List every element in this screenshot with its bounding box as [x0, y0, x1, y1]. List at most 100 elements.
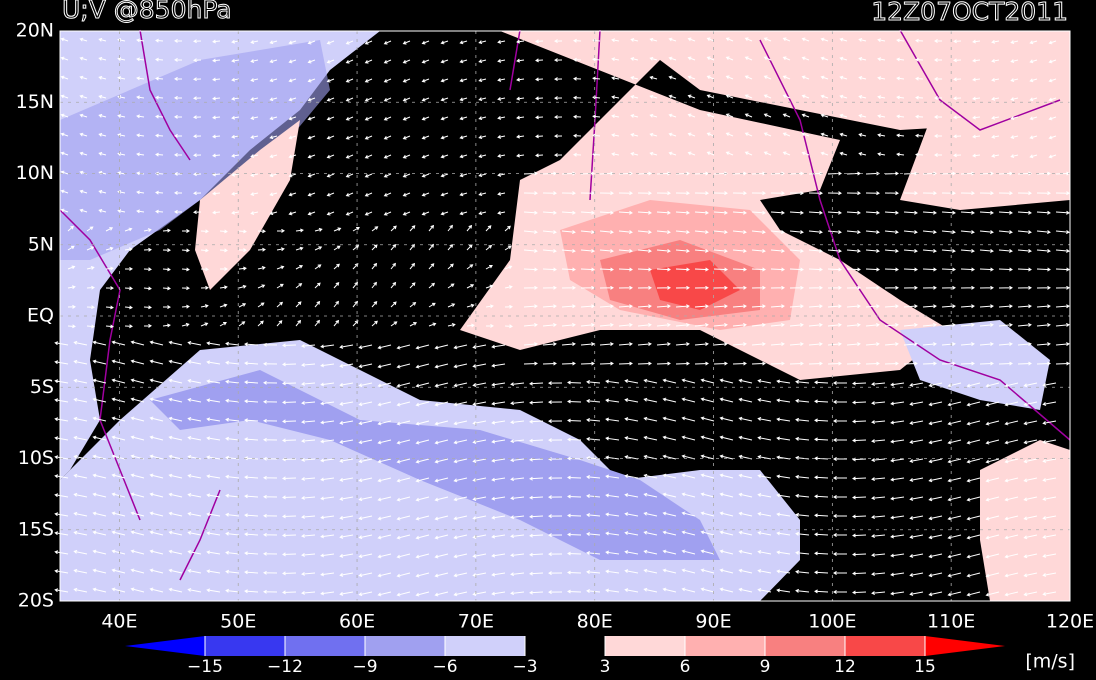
wind-arrow	[529, 495, 544, 500]
wind-arrow	[586, 475, 601, 479]
colorbar-segment	[605, 636, 685, 656]
wind-arrow	[73, 549, 88, 555]
wind-arrow	[92, 511, 107, 517]
wind-arrow	[966, 591, 981, 597]
wind-arrow	[833, 570, 848, 575]
wind-arrow	[903, 342, 918, 347]
wind-arrow	[1042, 439, 1057, 444]
wind-arrow	[459, 135, 468, 140]
wind-arrow	[111, 568, 126, 574]
wind-arrow	[105, 227, 114, 232]
wind-arrow	[909, 401, 924, 406]
wind-arrow	[54, 588, 69, 593]
wind-arrow	[478, 192, 487, 197]
wind-arrow	[611, 133, 620, 138]
wind-arrow	[941, 342, 956, 347]
wind-arrow	[624, 417, 639, 422]
wind-arrow	[421, 59, 430, 64]
wind-arrow	[383, 211, 392, 216]
wind-arrow	[580, 304, 595, 309]
wind-arrow	[225, 569, 240, 574]
wind-arrow	[991, 153, 1000, 158]
wind-arrow	[86, 285, 95, 290]
wind-arrow	[675, 210, 690, 215]
wind-arrow	[472, 458, 487, 463]
wind-arrow	[1036, 191, 1051, 196]
wind-arrow	[244, 532, 259, 537]
wind-arrow	[358, 534, 373, 540]
wind-arrow	[656, 248, 671, 253]
wind-arrow	[649, 113, 658, 118]
wind-arrow	[960, 191, 975, 196]
wind-arrow	[187, 530, 202, 536]
wind-arrow	[1042, 401, 1057, 406]
wind-arrow	[858, 37, 867, 42]
wind-arrow	[174, 171, 183, 176]
wind-arrow	[852, 476, 867, 481]
wind-arrow	[282, 438, 297, 443]
wind-arrow	[941, 361, 956, 366]
wind-arrow	[1042, 534, 1057, 539]
wind-arrow	[637, 304, 652, 309]
wind-arrow	[54, 569, 69, 574]
wind-arrow	[421, 173, 430, 178]
wind-arrow	[586, 532, 601, 536]
wind-arrow	[700, 454, 715, 460]
wind-arrow	[174, 38, 183, 43]
wind-arrow	[1055, 191, 1070, 196]
wind-arrow	[928, 382, 943, 388]
wind-arrow	[922, 285, 937, 290]
wind-arrow	[516, 39, 525, 44]
wind-arrow	[181, 304, 190, 309]
wind-arrow	[390, 243, 397, 251]
wind-arrow	[155, 76, 164, 81]
wind-arrow	[744, 151, 753, 156]
wind-arrow	[871, 553, 886, 558]
wind-arrow	[155, 114, 164, 119]
wind-arrow	[225, 512, 240, 517]
wind-arrow	[320, 458, 335, 463]
wind-arrow	[130, 359, 145, 365]
wind-arrow	[269, 154, 278, 159]
wind-arrow	[934, 134, 943, 138]
colorbar-label: 15	[914, 657, 936, 677]
wind-arrow	[523, 267, 538, 272]
wind-arrow	[586, 589, 601, 593]
wind-arrow	[174, 190, 183, 195]
wind-arrow	[548, 381, 563, 386]
wind-arrow	[250, 116, 259, 120]
wind-arrow	[700, 435, 715, 441]
wind-arrow	[656, 210, 671, 215]
wind-arrow	[212, 58, 221, 63]
wind-arrow	[801, 37, 810, 42]
wind-arrow	[681, 568, 696, 574]
wind-arrow	[60, 75, 69, 80]
wind-arrow	[852, 514, 867, 519]
wind-arrow	[377, 534, 392, 540]
wind-arrow	[922, 248, 937, 253]
wind-arrow	[516, 134, 525, 139]
wind-arrow	[567, 513, 582, 518]
wind-arrow	[364, 192, 373, 197]
wind-arrow	[1029, 59, 1038, 64]
wind-arrow	[1048, 154, 1057, 159]
wind-arrow	[725, 113, 734, 118]
colorbar-segment	[285, 636, 365, 656]
lat-label: 15S	[18, 518, 54, 540]
wind-arrow	[776, 417, 791, 422]
wind-arrow	[941, 267, 956, 272]
wind-arrow	[174, 152, 183, 157]
wind-arrow	[250, 154, 259, 158]
wind-arrow	[453, 439, 468, 445]
lon-label: 40E	[101, 611, 137, 633]
wind-arrow	[985, 496, 1000, 502]
wind-arrow	[326, 97, 335, 102]
wind-arrow	[770, 248, 785, 253]
wind-arrow	[643, 435, 658, 441]
wind-arrow	[947, 515, 962, 521]
wind-arrow	[60, 94, 69, 99]
wind-arrow	[434, 439, 449, 445]
wind-arrow	[326, 154, 335, 159]
wind-arrow	[624, 588, 639, 593]
wind-arrow	[377, 363, 392, 369]
